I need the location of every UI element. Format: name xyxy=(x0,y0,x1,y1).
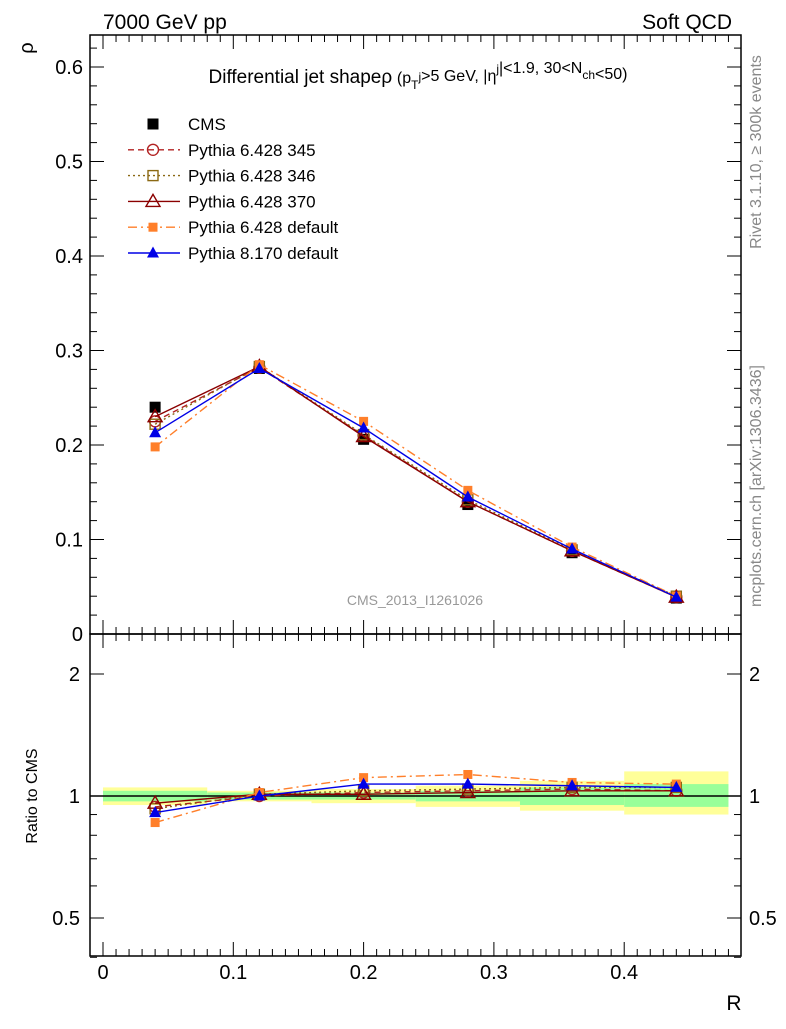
chart-title-cuts-part: >5 GeV, |η xyxy=(421,68,496,85)
main-series-line xyxy=(154,367,677,598)
legend: CMS Pythia 6.428 345 Pythia 6.428 346 Pythi… xyxy=(128,115,339,263)
header-right: Soft QCD xyxy=(642,11,732,34)
data-point xyxy=(355,428,372,443)
legend-label: Pythia 8.170 default xyxy=(188,244,339,263)
main-y-tick-label: 0.1 xyxy=(55,530,83,552)
legend-item: Pythia 6.428 370 xyxy=(128,192,316,211)
data-point xyxy=(463,769,473,779)
header-left: 7000 GeV pp xyxy=(103,11,227,34)
data-point xyxy=(566,542,579,554)
chart-title-cuts-part: T xyxy=(411,78,419,92)
main-series xyxy=(146,358,685,603)
ratio-y-tick-label-left: 0.5 xyxy=(52,908,80,930)
mcplots-source-label: mcplots.cern.ch [arXiv:1306.3436] xyxy=(748,365,765,607)
ratio-y-tick-label-right: 0.5 xyxy=(749,908,777,930)
ratio-plot-axes: 0 0.1 0.2 0.3 0.4 0.5 0.5 1 1 2 2 xyxy=(52,633,777,984)
main-y-tick-label: 0.3 xyxy=(55,341,83,363)
data-point xyxy=(461,490,474,502)
ratio-series-line xyxy=(154,773,677,824)
ratio-series-line xyxy=(155,788,677,808)
x-tick-label: 0.3 xyxy=(480,962,508,984)
main-series-line xyxy=(154,363,677,597)
data-point xyxy=(670,590,683,602)
data-point xyxy=(355,785,372,800)
legend-label: Pythia 6.428 346 xyxy=(188,167,316,186)
data-point xyxy=(144,193,162,208)
legend-label: Pythia 6.428 default xyxy=(188,218,339,237)
data-point xyxy=(459,784,477,799)
data-point xyxy=(670,780,683,792)
main-y-tick-label: 0.4 xyxy=(55,246,83,268)
chart-title-cuts-part: j xyxy=(495,62,499,76)
data-point xyxy=(253,789,266,801)
ratio-y-tick-label-left: 1 xyxy=(69,786,80,808)
chart-title-cuts-part: |<1.9, 30<N xyxy=(499,60,582,77)
main-series xyxy=(149,361,683,602)
x-tick-label: 0 xyxy=(97,962,108,984)
data-point xyxy=(147,169,159,182)
ratio-y-tick-label-right: 1 xyxy=(749,786,760,808)
chart-title-cuts-part: (p xyxy=(397,70,411,87)
data-point xyxy=(147,118,159,130)
data-point xyxy=(463,485,473,495)
main-series xyxy=(148,361,683,604)
data-point xyxy=(149,806,162,818)
legend-label: Pythia 6.428 370 xyxy=(188,192,316,211)
data-point xyxy=(357,777,370,789)
main-series xyxy=(149,360,683,602)
ratio-series-line xyxy=(155,790,677,804)
data-point xyxy=(253,361,266,373)
chart-title-cuts-part: <50) xyxy=(595,66,627,83)
data-point xyxy=(149,426,162,438)
data-point xyxy=(148,222,158,232)
ratio-series xyxy=(149,777,683,818)
main-series xyxy=(150,360,681,601)
data-point xyxy=(146,408,164,423)
legend-item: Pythia 6.428 346 xyxy=(128,167,316,186)
data-point xyxy=(149,401,161,413)
legend-item: Pythia 6.428 345 xyxy=(128,141,316,160)
main-plot-series xyxy=(146,358,685,604)
ratio-plot-series xyxy=(146,769,685,828)
legend-label: CMS xyxy=(188,115,226,134)
main-y-tick-label: 0.5 xyxy=(55,152,83,174)
main-y-tick-label: 0 xyxy=(72,624,83,646)
watermark: CMS_2013_I1261026 xyxy=(347,592,483,608)
main-series-line xyxy=(154,365,677,598)
ratio-y-axis-label: Ratio to CMS xyxy=(24,748,41,843)
rivet-version-label: Rivet 3.1.10, ≥ 300k events xyxy=(748,55,765,249)
data-point xyxy=(461,777,474,789)
main-y-tick-label: 0.2 xyxy=(55,435,83,457)
data-point xyxy=(359,416,369,426)
x-tick-label: 0.4 xyxy=(610,962,638,984)
data-point xyxy=(147,246,159,258)
ratio-y-tick-label-left: 2 xyxy=(69,664,80,686)
data-point xyxy=(146,143,160,157)
chart-title: Differential jet shapeρ (pTj>5 GeV, |ηj|… xyxy=(208,60,627,92)
data-point xyxy=(150,818,160,828)
legend-label: Pythia 6.428 345 xyxy=(188,141,316,160)
chart-title-main: Differential jet shapeρ xyxy=(208,67,392,88)
x-axis-label: R xyxy=(726,992,741,1015)
x-tick-label: 0.2 xyxy=(350,962,378,984)
main-y-axis-label: ρ xyxy=(16,42,38,53)
ratio-y-tick-label-right: 2 xyxy=(749,664,760,686)
ratio-series-line xyxy=(155,786,677,810)
data-point xyxy=(150,442,160,452)
chart-title-cuts-part: j xyxy=(417,70,421,84)
legend-item: CMS xyxy=(147,115,226,134)
main-y-tick-label: 0.6 xyxy=(55,57,83,79)
data-point xyxy=(357,421,370,433)
ratio-series-line xyxy=(155,783,677,814)
main-series xyxy=(149,362,682,604)
legend-item: Pythia 6.428 default xyxy=(128,218,339,237)
legend-item: Pythia 8.170 default xyxy=(128,244,339,263)
chart-title-cuts-part: ch xyxy=(582,68,595,82)
data-point xyxy=(566,779,579,791)
x-tick-label: 0.1 xyxy=(219,962,247,984)
